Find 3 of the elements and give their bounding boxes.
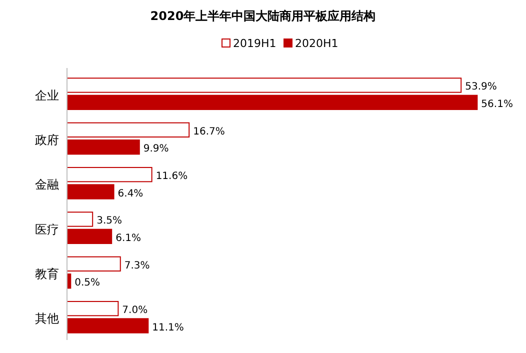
- title: 2020年上半年中国大陆商用平板应用结构: [150, 9, 376, 23]
- legend-label: 2020H1: [295, 37, 338, 50]
- legend-label: 2019H1: [233, 37, 276, 50]
